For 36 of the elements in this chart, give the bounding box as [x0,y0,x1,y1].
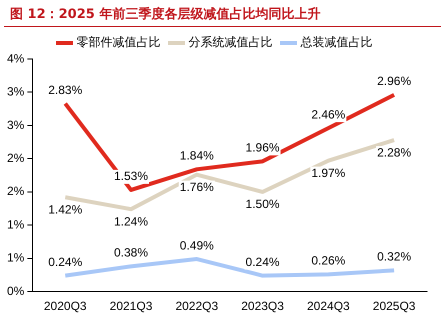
data-label: 0.38% [114,246,148,260]
data-label: 1.50% [246,197,280,212]
legend-label: 总装减值占比 [300,35,372,50]
legend-label: 零部件减值占比 [76,35,160,50]
data-label: 0.32% [377,250,412,264]
data-label: 0.24% [48,254,83,269]
data-label: 0.49% [180,238,214,252]
data-label: 1.97% [311,166,346,180]
data-label: 1.76% [180,180,214,194]
data-label: 1.42% [48,202,83,217]
data-label: 2.46% [311,107,346,122]
data-label: 1.24% [114,214,148,229]
data-label: 2.28% [377,145,412,160]
data-label: 1.53% [114,169,148,184]
chart-title: 图 12：2025 年前三季度各层级减值占比均同比上升 [4,0,441,27]
x-tick-label: 2020Q3 [44,299,87,314]
y-tick-label: 1% [7,217,25,232]
legend-label: 分系统减值占比 [188,35,272,50]
data-label: 2.83% [48,82,83,97]
y-tick-label: 2% [7,151,25,165]
x-tick-label: 2025Q3 [372,299,416,314]
data-label: 0.26% [311,254,346,268]
y-tick-label: 0% [7,284,25,298]
x-tick-label: 2021Q3 [110,299,153,314]
x-tick-label: 2023Q3 [241,299,284,314]
x-tick-label: 2024Q3 [306,299,350,314]
y-tick-label: 1% [7,250,25,265]
data-label: 2.96% [377,74,412,88]
x-tick-label: 2022Q3 [175,299,218,314]
y-tick-label: 3% [7,118,25,132]
y-tick-label: 4% [7,51,25,66]
y-tick-label: 2% [7,184,25,198]
data-label: 1.84% [180,148,214,163]
data-label: 1.96% [246,140,280,155]
y-tick-label: 3% [7,84,25,99]
data-label: 0.24% [246,254,280,269]
